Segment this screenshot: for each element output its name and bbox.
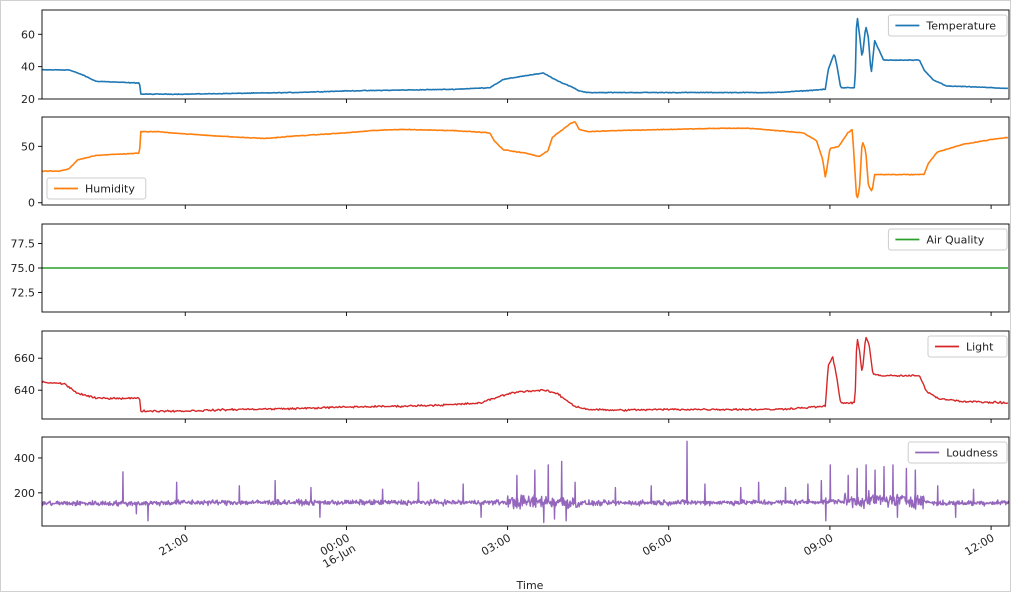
panel-light: 640 660 Light bbox=[14, 330, 1010, 423]
legend-box bbox=[927, 335, 1008, 358]
legend-box bbox=[46, 177, 147, 200]
y-tick-label: 20 bbox=[21, 93, 35, 106]
panel-air-quality: 72.5 75.0 77.5 Air Quality bbox=[11, 223, 1010, 316]
legend-label: Air Quality bbox=[926, 234, 984, 247]
y-tick-label: 60 bbox=[21, 28, 35, 41]
axes-frame bbox=[41, 9, 1010, 100]
y-tick-label: 50 bbox=[21, 140, 35, 153]
y-tick-label: 77.5 bbox=[11, 238, 36, 251]
y-tick-label: 40 bbox=[21, 61, 35, 74]
panel-loudness: 200 400 Loudness bbox=[14, 436, 1010, 530]
legend-temperature: Temperature bbox=[887, 14, 1008, 37]
legend-label: Humidity bbox=[85, 183, 135, 196]
legend-humidity: Humidity bbox=[46, 177, 147, 200]
chart-panels: 20 40 60 Temperature 0 50 Humidity 72.5 75.0 77.5… bbox=[11, 9, 1010, 530]
axes-frame bbox=[41, 330, 1010, 420]
legend-label: Light bbox=[966, 341, 994, 354]
series-line-temperature bbox=[42, 17, 1009, 96]
series-line-loudness bbox=[42, 440, 1009, 524]
y-tick-label: 0 bbox=[28, 197, 35, 210]
x-axis-label: Time bbox=[516, 579, 544, 592]
y-tick-label: 200 bbox=[14, 487, 35, 500]
y-tick-label: 660 bbox=[14, 352, 35, 365]
legend-air-quality: Air Quality bbox=[887, 228, 1008, 251]
legend-label: Loudness bbox=[946, 447, 998, 460]
legend-light: Light bbox=[927, 335, 1008, 358]
series-line-light bbox=[42, 336, 1009, 413]
legend-label: Temperature bbox=[925, 20, 996, 33]
legend-box bbox=[907, 441, 1008, 464]
axes-frame bbox=[41, 116, 1010, 206]
legend-box bbox=[887, 228, 1008, 251]
y-tick-label: 640 bbox=[14, 384, 35, 397]
y-tick-label: 75.0 bbox=[11, 262, 36, 275]
series-line-humidity bbox=[42, 121, 1009, 199]
panel-humidity: 0 50 Humidity bbox=[21, 116, 1010, 210]
panel-temperature: 20 40 60 Temperature bbox=[21, 9, 1010, 106]
legend-loudness: Loudness bbox=[907, 441, 1008, 464]
y-tick-label: 400 bbox=[14, 452, 35, 465]
axes-frame bbox=[41, 436, 1010, 527]
legend-box bbox=[887, 14, 1008, 37]
y-tick-label: 72.5 bbox=[11, 286, 36, 299]
